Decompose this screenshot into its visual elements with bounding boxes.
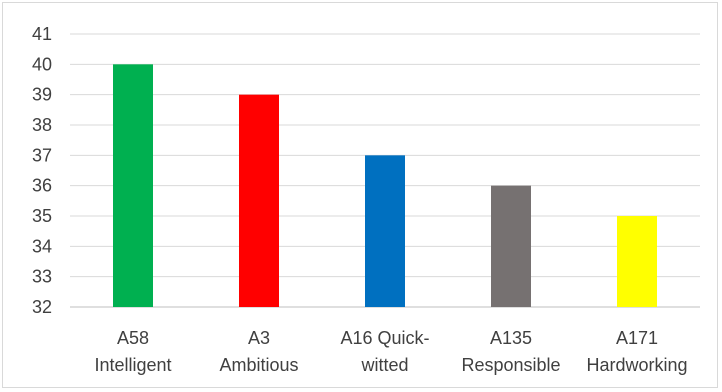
x-category-label: A58	[117, 328, 149, 348]
x-category-label: Intelligent	[94, 355, 171, 375]
x-category-label: Ambitious	[219, 355, 298, 375]
x-category-label: Responsible	[461, 355, 560, 375]
y-tick-label: 39	[32, 85, 52, 105]
bar	[617, 216, 657, 307]
y-tick-label: 36	[32, 176, 52, 196]
y-tick-label: 37	[32, 145, 52, 165]
y-tick-label: 34	[32, 236, 52, 256]
bar	[113, 64, 153, 307]
y-tick-label: 41	[32, 24, 52, 44]
x-category-label: A171	[616, 328, 658, 348]
x-category-label: A16 Quick-	[340, 328, 429, 348]
x-category-label: Hardworking	[586, 355, 687, 375]
bar	[239, 94, 279, 308]
y-tick-label: 33	[32, 267, 52, 287]
bar	[365, 155, 405, 307]
y-tick-label: 40	[32, 54, 52, 74]
bar	[491, 185, 531, 307]
x-category-label: A135	[490, 328, 532, 348]
y-tick-label: 38	[32, 115, 52, 135]
x-category-label: A3	[248, 328, 270, 348]
x-category-label: witted	[360, 355, 408, 375]
y-tick-label: 32	[32, 297, 52, 317]
y-tick-label: 35	[32, 206, 52, 226]
